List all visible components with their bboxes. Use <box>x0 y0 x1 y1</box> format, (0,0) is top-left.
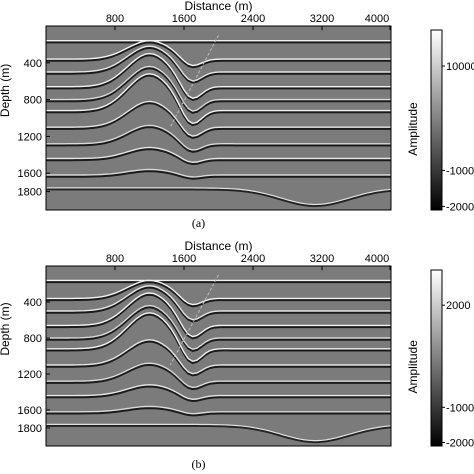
panel-caption: (b) <box>192 457 206 471</box>
colorbar-label: Amplitude <box>406 102 420 156</box>
reflector-trough <box>46 169 391 180</box>
plot-frame <box>45 25 392 211</box>
reflector-peak <box>46 292 391 338</box>
x-tick-label: 3200 <box>310 13 334 25</box>
colorbar-tick-label: -1000 <box>446 165 474 177</box>
reflector-peak <box>46 168 391 178</box>
reflector-trough <box>46 66 391 114</box>
reflector-trough <box>46 363 391 391</box>
x-tick-label: 2400 <box>241 253 265 265</box>
reflector-trough <box>46 385 391 403</box>
reflector-trough <box>46 46 391 84</box>
reflector-peak <box>46 65 391 112</box>
reflector-trough <box>46 147 391 166</box>
reflector-trough <box>46 280 391 308</box>
reflector-peak <box>46 146 391 164</box>
x-tick-label: 3200 <box>310 253 334 265</box>
colorbar-label: Amplitude <box>406 340 420 394</box>
y-tick-label: 800 <box>24 333 42 345</box>
x-tick-label: 1600 <box>172 253 196 265</box>
colorbar-tick-label: -2000 <box>446 201 474 213</box>
reflector-peak <box>46 73 391 125</box>
colorbar-tick-label: -2000 <box>446 437 474 449</box>
y-tick-label: 1200 <box>18 131 42 143</box>
reflector-peak <box>46 279 391 306</box>
y-tick-label: 400 <box>24 297 42 309</box>
reflector-peak <box>46 39 391 67</box>
x-tick-label: 800 <box>106 13 124 25</box>
reflector-trough <box>46 54 391 101</box>
y-tick-label: 1600 <box>18 405 42 417</box>
reflector-trough <box>46 313 391 365</box>
x-axis-label: Distance (m) <box>184 239 252 253</box>
reflector-trough <box>46 306 391 352</box>
reflector-trough <box>46 406 391 417</box>
y-tick-label: 1600 <box>18 168 42 180</box>
reflector-peak <box>46 124 391 151</box>
panel-a: 800 1600 2400 3200 4000 Distance (m) 400 800 120… <box>0 0 474 230</box>
colorbar-tick-label: 10000 <box>446 61 474 73</box>
panel-b: 800 1600 2400 3200 4000 Distance (m) 400 800 120… <box>0 239 474 471</box>
y-axis-label: Depth (m) <box>0 64 12 117</box>
reflector-peak <box>46 52 391 99</box>
reflector-peak <box>46 405 391 415</box>
reflector-peak <box>46 384 391 401</box>
reflector-peak <box>46 100 391 137</box>
reflector-trough <box>46 293 391 340</box>
x-axis-label: Distance (m) <box>184 0 252 13</box>
y-tick-label: 400 <box>24 58 42 70</box>
reflector-trough <box>46 74 391 127</box>
reflector-peak <box>46 45 391 82</box>
y-axis-label: Depth (m) <box>0 302 12 355</box>
plot-frame <box>45 265 392 447</box>
reflector-trough <box>46 41 391 69</box>
reflector-trough <box>46 340 391 377</box>
reflector-peak <box>46 285 391 321</box>
y-tick-label: 800 <box>24 95 42 107</box>
y-tick-label: 1800 <box>18 423 42 435</box>
seismic-reflectors <box>46 34 391 208</box>
x-tick-label: 800 <box>106 253 124 265</box>
reflector-peak <box>46 339 391 375</box>
x-tick-label: 2400 <box>241 13 265 25</box>
fault-line <box>169 274 219 366</box>
seismic-image-background <box>46 266 391 446</box>
reflector-trough <box>46 286 391 323</box>
colorbar <box>430 29 443 211</box>
seismic-reflectors <box>46 274 391 444</box>
seismic-image-background <box>46 26 391 210</box>
reflector-peak <box>46 423 391 442</box>
fault-line <box>169 34 219 128</box>
colorbar-tick-label: -1000 <box>446 402 474 414</box>
reflector-peak <box>46 362 391 389</box>
colorbar-tick-label: 2000 <box>446 300 470 312</box>
y-tick-label: 1800 <box>18 187 42 199</box>
reflector-trough <box>46 125 391 153</box>
x-tick-label: 4000 <box>365 253 389 265</box>
reflector-trough <box>46 424 391 444</box>
reflector-peak <box>46 304 391 350</box>
x-tick-label: 4000 <box>365 13 389 25</box>
colorbar <box>430 269 443 447</box>
reflector-trough <box>46 188 391 208</box>
y-tick-label: 1200 <box>18 369 42 381</box>
panel-caption: (a) <box>192 216 205 230</box>
reflector-peak <box>46 187 391 206</box>
reflector-trough <box>46 101 391 139</box>
reflector-peak <box>46 312 391 363</box>
x-tick-label: 1600 <box>172 13 196 25</box>
